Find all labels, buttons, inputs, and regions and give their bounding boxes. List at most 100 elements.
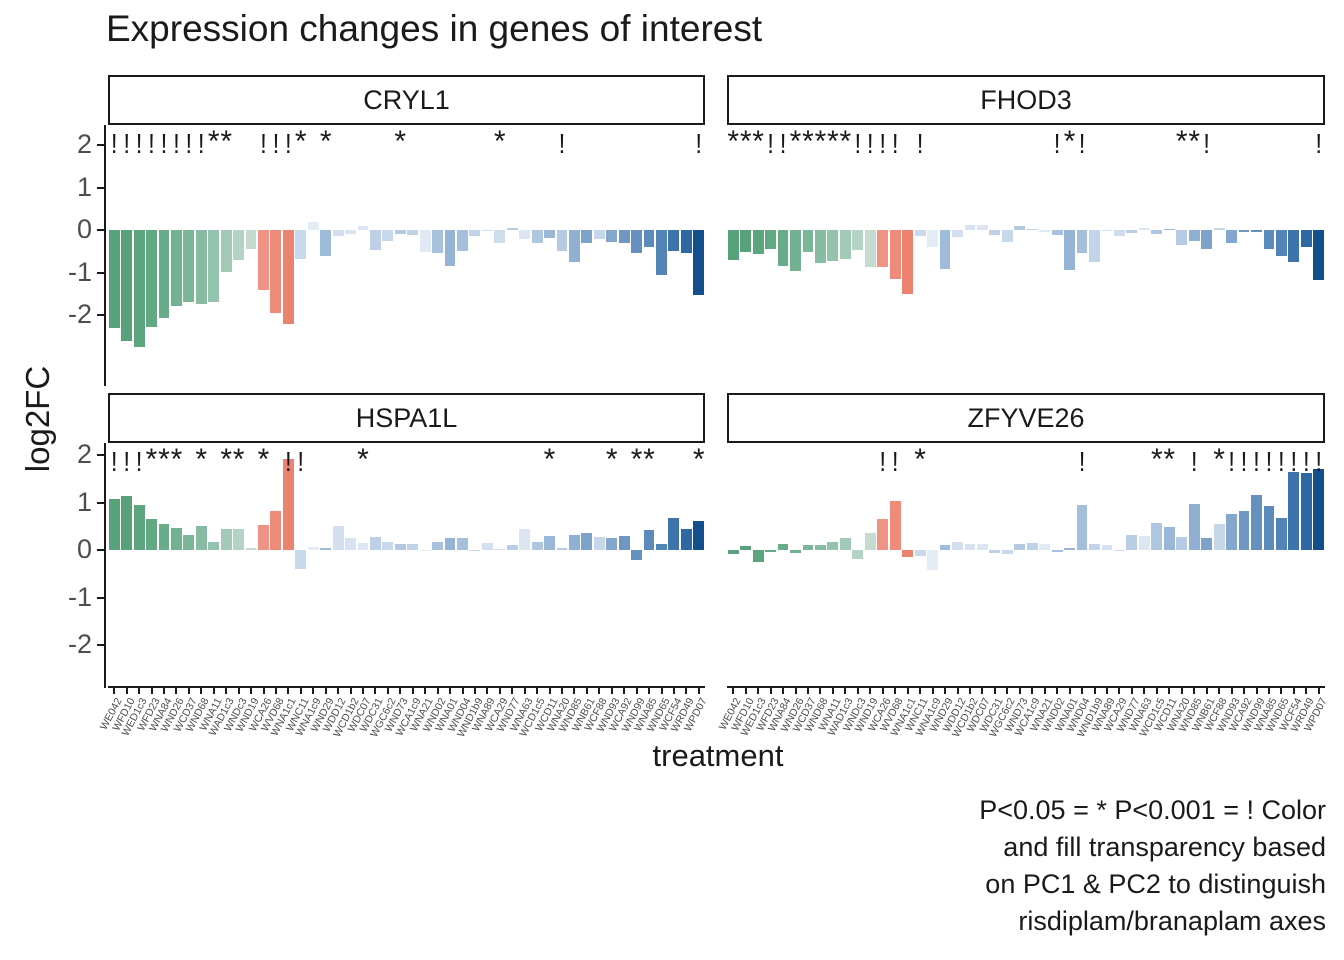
- x-axis-tick: [125, 688, 128, 694]
- bar: [827, 541, 839, 550]
- bar: [1001, 230, 1013, 242]
- bar: [1188, 230, 1200, 241]
- x-axis-tick: [1118, 688, 1121, 694]
- x-axis-tick: [968, 688, 971, 694]
- bar: [976, 544, 988, 550]
- bar: [233, 529, 244, 550]
- sig-marker: !: [285, 128, 292, 160]
- sig-marker: *: [543, 443, 556, 476]
- x-axis-tick: [648, 688, 650, 694]
- x-axis-tick: [1243, 688, 1245, 694]
- bar: [108, 498, 120, 550]
- bar: [195, 525, 207, 550]
- bar: [693, 230, 705, 295]
- sig-marker: *: [789, 125, 802, 158]
- sig-marker: *: [814, 125, 827, 158]
- x-axis-tick: [585, 688, 588, 694]
- bar: [914, 230, 926, 236]
- bar: [270, 511, 282, 550]
- bar: [777, 544, 789, 550]
- sig-marker: !: [1253, 446, 1260, 478]
- sig-marker: !: [879, 446, 887, 478]
- sig-marker: *: [294, 125, 307, 158]
- x-axis-tick: [287, 688, 290, 694]
- bar: [345, 230, 356, 235]
- sig-marker: !: [160, 128, 168, 160]
- bar: [852, 230, 864, 250]
- sig-marker: *: [630, 443, 643, 476]
- sig-marker: !: [767, 128, 774, 160]
- sig-marker: !: [1315, 446, 1323, 478]
- sig-marker: *: [839, 125, 852, 158]
- x-axis-tick: [1280, 688, 1283, 694]
- x-axis-tick: [856, 688, 859, 694]
- sig-marker: *: [232, 443, 245, 476]
- bar: [1238, 230, 1250, 233]
- x-axis-tick: [623, 688, 626, 694]
- bar: [952, 230, 963, 238]
- x-axis-tick: [1081, 688, 1084, 694]
- x-axis-tick: [1205, 688, 1208, 694]
- bar: [815, 230, 826, 263]
- facet-strip: FHOD3: [727, 75, 1325, 125]
- y-axis-tick: [97, 186, 104, 189]
- bar: [233, 230, 244, 260]
- bar: [1288, 230, 1300, 262]
- y-tick-label: 0: [76, 214, 92, 244]
- sig-marker: !: [1078, 128, 1086, 160]
- bar: [307, 222, 319, 230]
- sig-marker: *: [1163, 443, 1176, 476]
- x-axis-tick: [187, 688, 190, 694]
- x-axis-tick: [212, 688, 215, 694]
- x-axis-tick: [1180, 688, 1183, 694]
- sig-marker: *: [692, 443, 705, 476]
- y-tick-label: 2: [76, 129, 92, 159]
- x-axis-tick: [175, 688, 178, 694]
- bar: [544, 230, 555, 238]
- x-axis-tick: [337, 688, 340, 694]
- bar: [457, 538, 468, 550]
- facet-panel: !!! * * * * * * *!! * * * * * *: [108, 443, 705, 688]
- bar: [1213, 523, 1225, 550]
- x-axis-line: [727, 686, 1325, 688]
- sig-marker: !: [260, 128, 267, 160]
- x-axis-tick: [1168, 688, 1171, 694]
- bar: [1064, 230, 1076, 271]
- bar: [1089, 543, 1100, 550]
- bar: [1151, 230, 1163, 235]
- x-axis-tick: [981, 688, 984, 694]
- bar: [469, 550, 481, 551]
- bar: [568, 534, 580, 550]
- bar: [282, 230, 294, 325]
- sig-marker: !: [1315, 128, 1323, 160]
- x-axis-tick: [598, 688, 601, 694]
- facet-gene-label: CRYL1: [363, 84, 450, 115]
- bar: [1126, 534, 1138, 550]
- bar: [1126, 230, 1138, 234]
- bar: [1076, 230, 1088, 254]
- bar: [1014, 543, 1026, 550]
- bar: [208, 230, 220, 303]
- x-axis-tick: [769, 688, 772, 694]
- bar: [593, 230, 605, 240]
- sig-marker: *: [752, 125, 764, 158]
- bar: [183, 230, 195, 303]
- x-axis-tick: [498, 688, 501, 694]
- bar: [245, 547, 257, 550]
- sig-marker: !: [1265, 446, 1273, 478]
- x-axis-tick: [685, 688, 688, 694]
- bar: [864, 230, 876, 267]
- y-tick-label: 1: [76, 486, 92, 517]
- bar: [839, 538, 851, 550]
- x-axis-tick: [1031, 688, 1034, 694]
- bar: [220, 230, 232, 272]
- sig-marker: !: [173, 128, 180, 160]
- x-axis-tick: [1218, 688, 1221, 694]
- bar: [1089, 230, 1100, 262]
- sig-marker: !: [185, 128, 193, 160]
- bar: [369, 230, 381, 250]
- x-axis-tick: [944, 688, 946, 694]
- facet-panel: * * *!! * * * * *!!!!!! *! * *!!: [727, 125, 1325, 386]
- x-axis-tick: [1068, 688, 1071, 694]
